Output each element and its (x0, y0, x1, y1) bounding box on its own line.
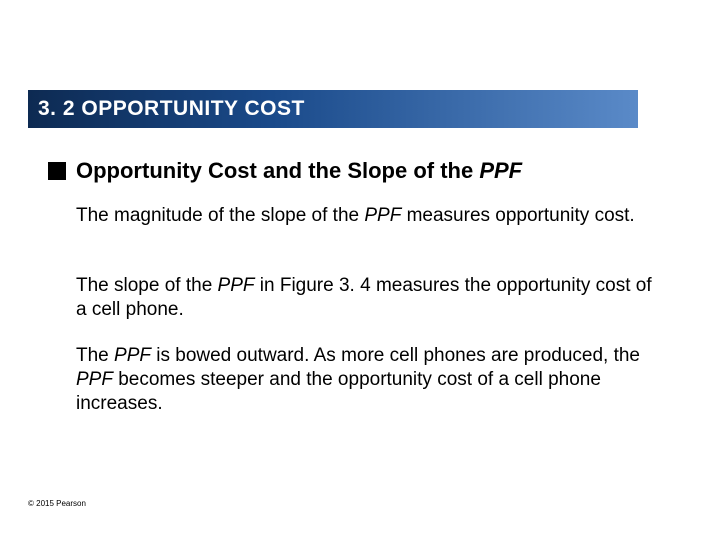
section-title-bar: 3. 2 OPPORTUNITY COST (28, 90, 638, 128)
p1-text-b: measures opportunity cost. (401, 205, 634, 226)
p3-italic-2: PPF (76, 369, 113, 390)
subheading-prefix: Opportunity Cost and the Slope of the (76, 158, 479, 183)
p1-italic-1: PPF (364, 205, 401, 226)
subheading: Opportunity Cost and the Slope of the PP… (48, 158, 522, 184)
paragraph-3: The PPF is bowed outward. As more cell p… (76, 344, 656, 415)
p2-text-a: The slope of the (76, 275, 218, 296)
copyright-text: © 2015 Pearson (28, 499, 86, 508)
p3-text-c: becomes steeper and the opportunity cost… (76, 369, 601, 414)
slide: 3. 2 OPPORTUNITY COST Opportunity Cost a… (0, 0, 720, 540)
section-title-text: 3. 2 OPPORTUNITY COST (38, 97, 305, 121)
p3-text-a: The (76, 345, 114, 366)
subheading-text: Opportunity Cost and the Slope of the PP… (76, 158, 522, 184)
p3-italic-1: PPF (114, 345, 151, 366)
subheading-italic: PPF (479, 158, 522, 183)
square-bullet-icon (48, 162, 66, 180)
p2-italic-1: PPF (218, 275, 255, 296)
paragraph-2: The slope of the PPF in Figure 3. 4 meas… (76, 274, 656, 322)
p3-text-b: is bowed outward. As more cell phones ar… (151, 345, 640, 366)
paragraph-1: The magnitude of the slope of the PPF me… (76, 204, 656, 228)
p1-text-a: The magnitude of the slope of the (76, 205, 364, 226)
